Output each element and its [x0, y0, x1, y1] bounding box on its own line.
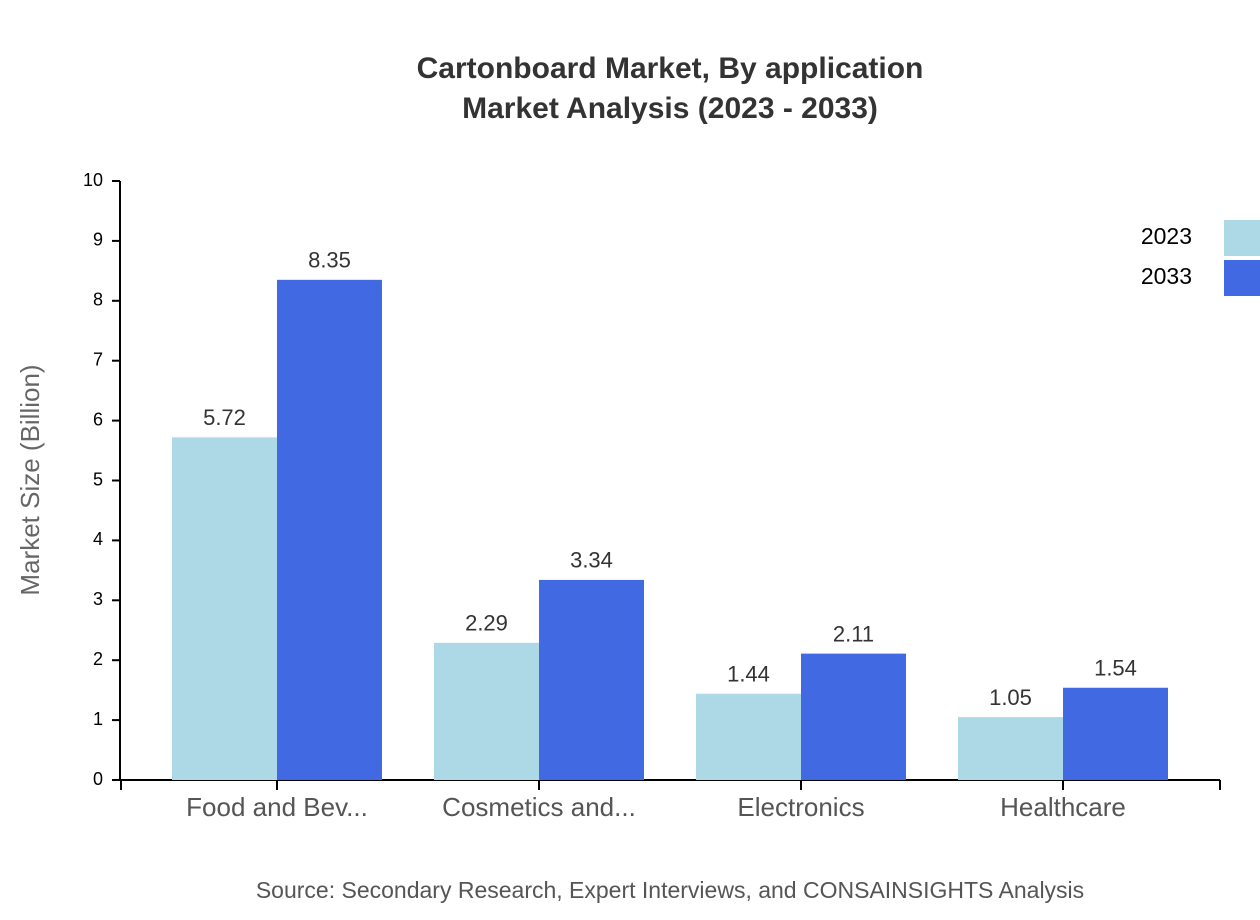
data-label: 2.11 — [833, 621, 874, 646]
x-tick-label: Electronics — [737, 792, 864, 822]
data-label: 5.72 — [203, 405, 246, 430]
y-tick-label: 1 — [93, 709, 103, 729]
chart-subtitle: Market Analysis (2023 - 2033) — [462, 92, 878, 125]
bar — [801, 653, 906, 780]
data-label: 8.35 — [308, 248, 351, 273]
legend-swatch — [1224, 260, 1260, 296]
y-tick-label: 0 — [93, 769, 103, 789]
bar — [696, 693, 801, 780]
x-tick-label: Healthcare — [1000, 792, 1126, 822]
legend-label: 2033 — [1141, 263, 1192, 289]
data-label: 3.34 — [570, 548, 613, 573]
y-tick-label: 9 — [93, 230, 103, 250]
legend-label: 2023 — [1141, 223, 1192, 249]
data-label: 2.29 — [465, 611, 508, 636]
y-tick-label: 3 — [93, 589, 103, 609]
y-tick-label: 4 — [93, 529, 103, 549]
bar — [172, 437, 277, 780]
y-tick-label: 2 — [93, 649, 103, 669]
data-label: 1.54 — [1094, 656, 1137, 681]
y-tick-label: 5 — [93, 469, 103, 489]
chart-title: Cartonboard Market, By application — [417, 52, 924, 85]
data-label: 1.44 — [727, 662, 770, 687]
source-note: Source: Secondary Research, Expert Inter… — [256, 877, 1084, 903]
y-tick-label: 10 — [83, 170, 103, 190]
legend-swatch — [1224, 220, 1260, 256]
y-tick-label: 7 — [93, 349, 103, 369]
x-tick-label: Food and Bev... — [186, 792, 368, 822]
y-tick-label: 8 — [93, 290, 103, 310]
bar — [434, 642, 539, 780]
y-axis-label: Market Size (Billion) — [15, 364, 45, 595]
bar — [277, 279, 382, 780]
bar — [958, 717, 1063, 780]
y-tick-label: 6 — [93, 409, 103, 429]
bar — [539, 579, 644, 780]
x-tick-label: Cosmetics and... — [442, 792, 636, 822]
data-label: 1.05 — [989, 685, 1032, 710]
bar — [1063, 687, 1168, 780]
